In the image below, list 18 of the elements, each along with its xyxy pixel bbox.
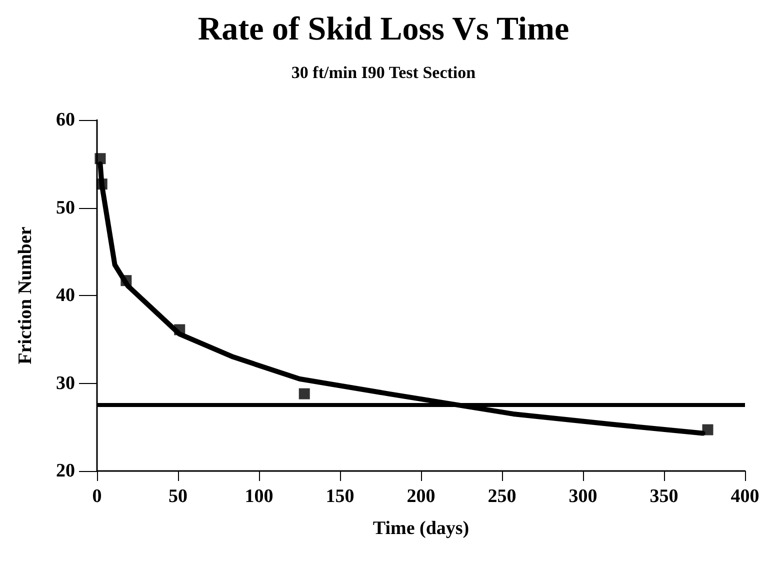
y-tick-label: 30 [56, 372, 75, 394]
x-tick-label: 300 [568, 486, 598, 507]
y-axis-title: Friction Number [15, 226, 36, 364]
x-tick-label: 50 [168, 486, 188, 507]
y-tick-label: 40 [56, 285, 75, 306]
x-axis-title: Time (days) [372, 518, 470, 539]
y-tick-label: 50 [56, 197, 75, 218]
chart-subtitle: 30 ft/min I90 Test Section [291, 63, 476, 82]
x-tick-label: 400 [730, 486, 760, 507]
x-tick-label: 0 [92, 486, 102, 507]
y-tick-label: 60 [56, 110, 75, 130]
x-tick-label: 350 [650, 486, 678, 507]
x-tick-label: 200 [406, 486, 436, 507]
y-tick-label: 20 [56, 460, 75, 482]
x-tick-label: 150 [326, 486, 354, 507]
x-tick-label: 250 [488, 486, 516, 507]
x-tick-label: 100 [244, 486, 274, 507]
chart-title: Rate of Skid Loss Vs Time [198, 12, 570, 48]
